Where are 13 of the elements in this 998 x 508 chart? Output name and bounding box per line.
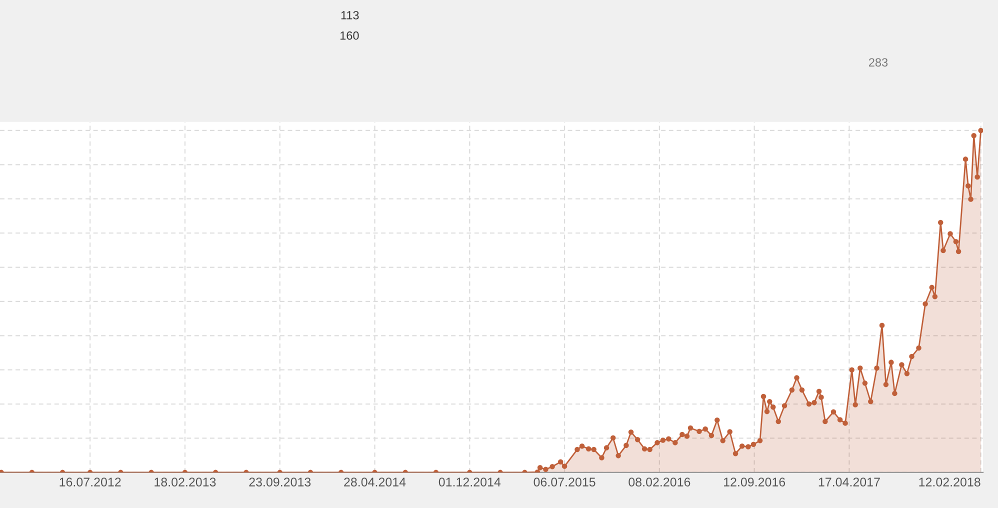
- x-tick-label: 01.12.2014: [438, 478, 501, 486]
- x-tick-label: 06.07.2015: [534, 478, 596, 486]
- x-tick-label: 17.04.2017: [818, 478, 880, 486]
- text: 160: [340, 31, 359, 40]
- x-tick-label: 23.09.2013: [249, 478, 311, 486]
- x-tick-label: 12.02.2018: [919, 478, 980, 486]
- x-tick-label: 16.07.2012: [60, 478, 121, 486]
- x-tick-label: 12.09.2016: [724, 478, 786, 486]
- x-tick-label: 08.02.2016: [628, 478, 690, 486]
- text: 113: [341, 11, 359, 20]
- x-tick-label: 28.04.2014: [344, 478, 406, 486]
- text: 283: [868, 58, 888, 67]
- x-tick-label: 18.02.2013: [154, 478, 216, 486]
